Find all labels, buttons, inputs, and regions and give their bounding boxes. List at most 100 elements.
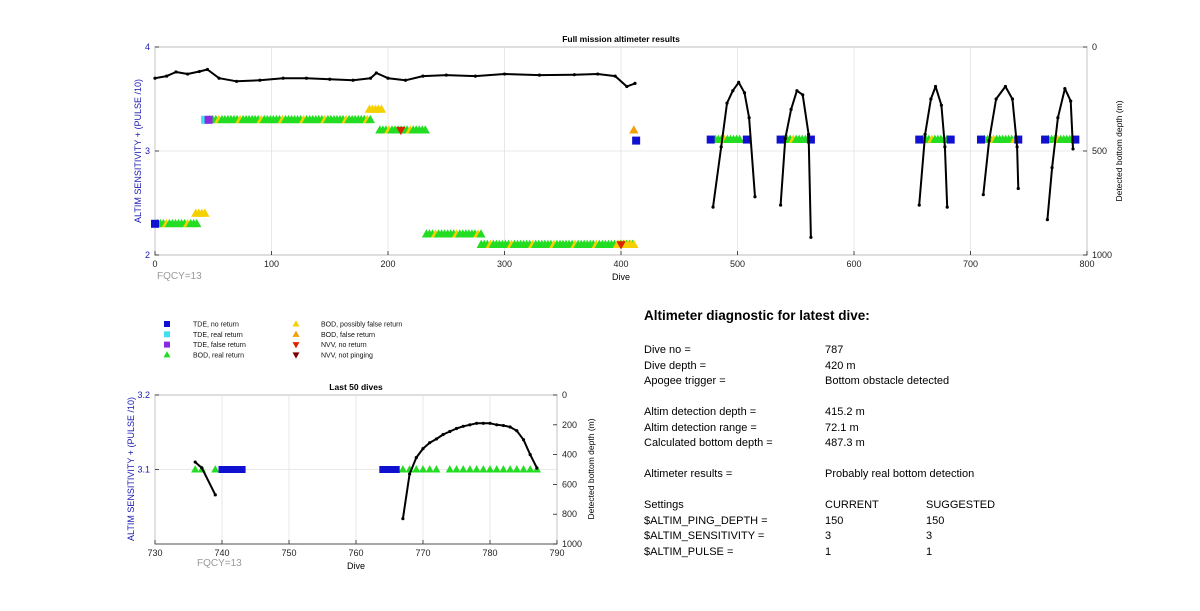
legend-label: BOD, false return	[321, 332, 375, 339]
data-marker	[396, 126, 406, 136]
depth-point	[719, 145, 723, 149]
data-marker	[412, 465, 421, 473]
depth-point	[933, 84, 938, 89]
depth-point	[502, 72, 507, 76]
bod-marker	[734, 134, 745, 143]
depth-point	[1003, 84, 1008, 89]
setting-label: $ALTIM_SENSITIVITY =	[644, 530, 765, 542]
setting-suggested: 150	[926, 514, 945, 527]
depth-point	[481, 421, 485, 425]
depth-point	[1016, 186, 1020, 191]
x-tick-label: 770	[415, 548, 430, 558]
depth-point	[742, 91, 747, 95]
data-marker	[225, 466, 233, 473]
depth-line	[712, 81, 756, 208]
top-x-axis-label: Dive	[612, 272, 630, 282]
depth-point	[806, 132, 811, 136]
diag-label: Calculated bottom depth =	[644, 437, 773, 449]
diag-value: Probably real bottom detection	[825, 468, 975, 480]
depth-point	[434, 437, 438, 441]
depth-point	[747, 116, 751, 120]
diag-label: Apogee trigger =	[644, 375, 726, 387]
diag-label: Altimeter results =	[644, 468, 733, 480]
top-corner-text: FQCY=13	[157, 271, 202, 282]
settings-header-label: Settings	[644, 499, 684, 511]
depth-point	[633, 81, 637, 85]
depth-point	[795, 89, 799, 93]
marker-series	[204, 115, 213, 124]
diag-label: Altim detection range =	[644, 421, 757, 434]
depth-point	[153, 76, 157, 80]
y-right-tick-label: 1000	[562, 539, 582, 549]
depth-point	[521, 438, 526, 442]
y-right-tick-label: 500	[1092, 146, 1107, 156]
data-marker	[386, 466, 393, 473]
diag-value: 487.3 m	[825, 437, 865, 449]
x-tick-label: 700	[963, 259, 978, 269]
diag-label: Dive depth =	[644, 359, 707, 372]
y-right-tick-label: 400	[562, 450, 577, 460]
depth-point	[234, 79, 239, 83]
depth-point	[205, 67, 210, 72]
depth-point	[428, 441, 432, 445]
depth-point	[994, 97, 998, 101]
depth-point	[939, 103, 943, 107]
setting-suggested: 1	[926, 545, 933, 558]
depth-point	[945, 205, 949, 209]
diag-value: 415.2 m	[825, 406, 865, 418]
data-marker	[485, 465, 495, 473]
legend-item: BOD, possibly false return	[292, 320, 402, 329]
legend-marker	[292, 320, 300, 327]
diag-row-calc-bottom: Calculated bottom depth = 487.3 m	[644, 436, 1164, 452]
depth-point	[461, 424, 465, 428]
depth-point	[281, 76, 285, 80]
depth-point	[753, 195, 757, 199]
bottom-chart: 730 740 750 760 770 780 790 3.1 3.2 0 200 400 600 800…	[126, 382, 596, 571]
data-marker	[452, 465, 461, 473]
marker-series	[151, 135, 1080, 228]
data-marker	[231, 466, 239, 473]
bod-marker	[192, 218, 202, 228]
depth-point	[923, 132, 927, 136]
data-marker	[191, 465, 200, 473]
bod-marker	[629, 125, 639, 134]
diag-label: Altim detection depth =	[644, 406, 757, 418]
depth-point	[801, 93, 805, 97]
bod-marker	[376, 104, 387, 113]
depth-point	[368, 76, 373, 80]
x-tick-label: 600	[846, 259, 861, 269]
y-right-tick-label: 1000	[1092, 250, 1112, 260]
depth-point	[572, 73, 577, 77]
data-marker	[465, 465, 474, 473]
depth-point	[1010, 97, 1015, 101]
depth-point	[217, 76, 221, 80]
marker-series	[218, 466, 400, 473]
x-tick-label: 780	[482, 548, 497, 558]
y-right-tick-label: 0	[1092, 42, 1097, 52]
top-y-right-label: Detected bottom depth (m)	[1114, 100, 1124, 201]
depth-point	[783, 136, 787, 141]
legend-marker	[292, 342, 300, 349]
x-tick-label: 800	[1079, 259, 1094, 269]
bottom-y-right-label: Detected bottom depth (m)	[586, 418, 596, 519]
x-tick-label: 730	[147, 548, 162, 558]
depth-point	[725, 101, 729, 105]
depth-point	[258, 78, 262, 82]
depth-point	[809, 235, 813, 239]
bottom-corner-text: FQCY=13	[197, 558, 242, 569]
depth-point	[596, 72, 600, 76]
data-marker	[616, 241, 626, 250]
diagnostic-panel: Altimeter diagnostic for latest dive: Di…	[644, 308, 1164, 560]
legend-marker	[164, 341, 170, 348]
legend-label: NVV, not pinging	[321, 353, 373, 360]
data-marker	[392, 466, 400, 473]
data-marker	[472, 465, 481, 473]
depth-point	[779, 203, 783, 207]
data-marker	[512, 465, 521, 473]
diag-row-setting: $ALTIM_PULSE = 1 1	[644, 545, 1164, 561]
run-band	[364, 104, 387, 113]
data-marker	[218, 466, 226, 473]
depth-line	[1046, 87, 1074, 220]
x-tick-label: 300	[497, 259, 512, 269]
